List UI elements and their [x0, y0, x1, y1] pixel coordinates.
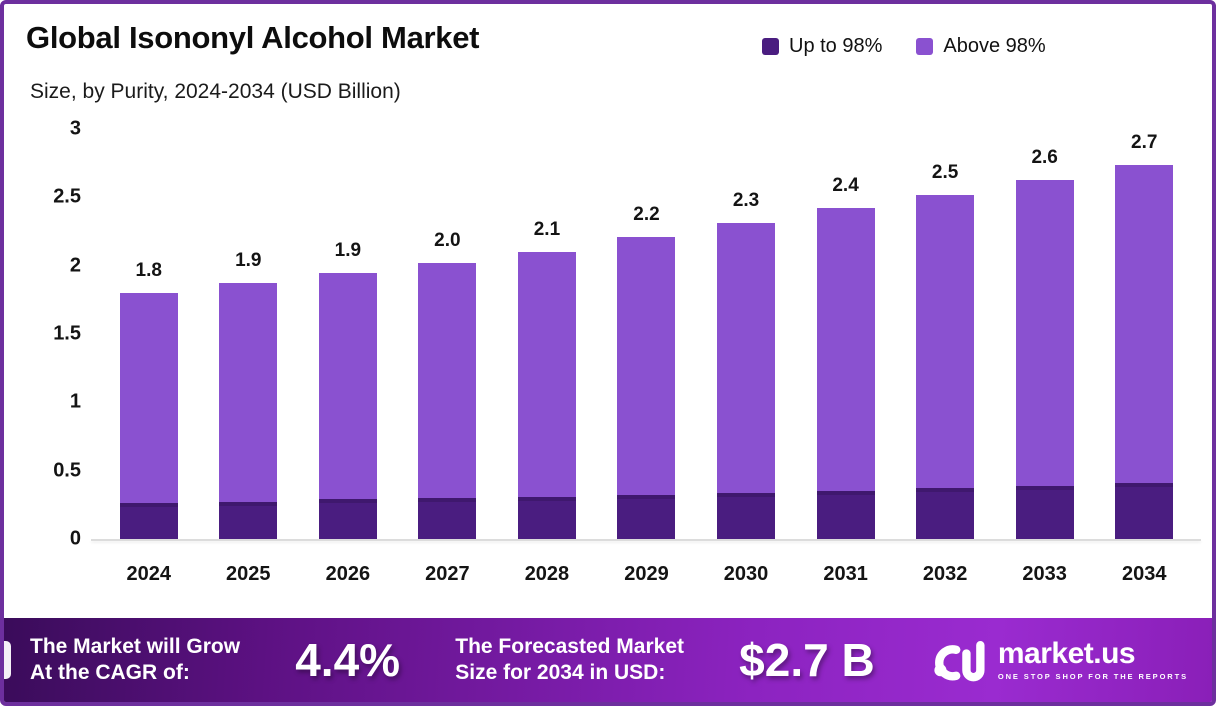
forecast-caption-line1: The Forecasted Market	[455, 635, 684, 659]
bar-column: 2.5 2032	[895, 129, 995, 585]
x-axis-year-label: 2034	[1121, 563, 1167, 585]
bar-segment-up-to-98	[219, 502, 278, 539]
stacked-bar	[717, 223, 776, 539]
bar-segment-above-98	[1115, 164, 1174, 483]
bar-segment-up-to-98	[418, 498, 477, 539]
bar-column: 2.6 2033	[995, 129, 1095, 585]
chart-subtitle: Size, by Purity, 2024-2034 (USD Billion)	[30, 80, 401, 103]
forecast-value: $2.7 B	[739, 634, 875, 686]
bar-column: 2.7 2034	[1094, 129, 1194, 585]
forecast-caption: The Forecasted Market Size for 2034 in U…	[455, 634, 684, 685]
footer-left-accent	[4, 641, 11, 679]
bar-total-label: 1.8	[135, 260, 162, 281]
y-axis-tick-label: 1	[69, 390, 81, 413]
stacked-bar	[517, 252, 576, 539]
market-us-logo[interactable]: market.us ONE STOP SHOP FOR THE REPORTS	[930, 634, 1188, 686]
stacked-bar	[418, 262, 477, 539]
bar-segment-above-98	[418, 262, 477, 498]
stacked-bar	[318, 272, 377, 539]
bar-column: 1.9 2026	[298, 129, 398, 585]
x-axis-year-label: 2030	[723, 563, 769, 585]
stacked-bar	[1115, 164, 1174, 539]
cagr-caption-line2: At the CAGR of:	[30, 661, 190, 684]
forecast-caption-line2: Size for 2034 in USD:	[455, 661, 666, 684]
bar-segment-above-98	[916, 194, 975, 489]
bar-segment-above-98	[816, 208, 875, 492]
bar-segment-above-98	[517, 252, 576, 497]
bar-total-label: 2.0	[434, 229, 461, 251]
footer-banner: The Market will Grow At the CAGR of: 4.4…	[4, 618, 1212, 702]
bar-segment-up-to-98	[1015, 485, 1074, 539]
bar-total-label: 2.3	[732, 190, 760, 212]
bar-total-label: 2.7	[1131, 131, 1158, 153]
bar-column: 2.2 2029	[597, 129, 697, 585]
legend-swatch-dark	[762, 38, 779, 55]
legend-item-up-to-98: Up to 98%	[762, 35, 882, 58]
stacked-bar	[916, 194, 975, 539]
bar-total-label: 1.9	[334, 239, 362, 261]
y-axis-tick-label: 0.5	[53, 459, 81, 482]
bar-segment-above-98	[1015, 179, 1074, 486]
bar-total-label: 2.5	[931, 161, 959, 183]
y-axis-tick-label: 2.5	[53, 185, 81, 208]
x-axis-year-label: 2025	[226, 563, 271, 585]
stacked-bar	[816, 208, 875, 539]
brand-name: market.us	[997, 637, 1136, 671]
x-axis-year-label: 2027	[425, 563, 470, 585]
bar-column: 2.3 2030	[696, 129, 796, 585]
plot-area: 0 0.5 1 1.5 2 2.5 3 1.8 2024 1.9 2025 1.9 2026 2.0 202…	[53, 118, 1201, 585]
x-axis-year-label: 2031	[823, 563, 868, 585]
page-title: Global Isononyl Alcohol Market	[26, 20, 480, 55]
market-us-logo-icon	[934, 640, 985, 682]
legend-label: Up to 98%	[789, 35, 883, 57]
cagr-caption-line1: The Market will Grow	[30, 635, 241, 659]
y-axis-tick-label: 1.5	[53, 322, 81, 345]
legend-item-above-98: Above 98%	[916, 35, 1046, 58]
stacked-bar	[617, 236, 676, 539]
y-axis-tick-label: 0	[69, 527, 81, 550]
x-axis-year-label: 2028	[524, 563, 570, 585]
x-axis-year-label: 2032	[922, 563, 968, 585]
bar-segment-up-to-98	[119, 503, 178, 539]
bar-segment-above-98	[717, 223, 776, 493]
x-axis-year-label: 2029	[624, 563, 669, 585]
bar-column: 2.4 2031	[796, 129, 896, 585]
x-axis-year-label: 2024	[126, 563, 172, 585]
bar-column: 1.8 2024	[99, 129, 199, 585]
bar-total-label: 2.2	[633, 203, 660, 225]
legend-swatch-light	[916, 38, 934, 55]
bar-segment-up-to-98	[517, 496, 576, 539]
bar-total-label: 2.4	[832, 175, 859, 197]
cagr-caption: The Market will Grow At the CAGR of:	[30, 634, 240, 685]
legend-label: Above 98%	[943, 35, 1046, 57]
stacked-bar	[1015, 179, 1074, 539]
stacked-bar	[119, 293, 178, 539]
brand-tagline: ONE STOP SHOP FOR THE REPORTS	[997, 672, 1189, 682]
bar-column: 2.1 2028	[497, 129, 597, 585]
y-axis-tick-label: 2	[69, 254, 81, 277]
chart-legend: Up to 98% Above 98%	[762, 35, 1046, 58]
x-axis-year-label: 2026	[325, 563, 371, 585]
x-axis-year-label: 2033	[1022, 563, 1067, 585]
bar-segment-above-98	[617, 236, 676, 496]
bar-segment-up-to-98	[717, 492, 776, 539]
bar-segment-above-98	[318, 272, 377, 500]
bar-total-label: 2.1	[533, 219, 561, 240]
bar-segment-up-to-98	[1115, 482, 1174, 539]
bar-segment-up-to-98	[318, 499, 377, 539]
y-axis-tick-label: 3	[69, 117, 81, 140]
cagr-value: 4.4%	[295, 634, 401, 686]
bar-segment-above-98	[119, 293, 178, 504]
bar-segment-up-to-98	[617, 495, 676, 539]
x-axis-line	[91, 539, 1201, 541]
bar-column: 1.9 2025	[199, 129, 299, 585]
bar-total-label: 2.6	[1031, 146, 1058, 168]
bar-segment-up-to-98	[916, 488, 975, 539]
bar-segment-above-98	[219, 283, 278, 503]
bar-total-label: 1.9	[235, 250, 262, 272]
bar-column: 2.0 2027	[398, 129, 498, 585]
bar-segment-up-to-98	[816, 491, 875, 539]
stacked-bar	[219, 283, 278, 539]
